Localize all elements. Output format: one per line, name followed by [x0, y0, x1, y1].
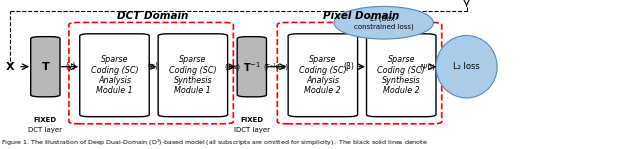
Text: Sparse
Coding (SC)
Synthesis
Module 2: Sparse Coding (SC) Synthesis Module 2: [378, 55, 425, 95]
Text: DCT Domain: DCT Domain: [116, 11, 188, 21]
Text: L₃ (Box-
constrained loss): L₃ (Box- constrained loss): [354, 16, 413, 30]
Text: Sparse
Coding (SC)
Synthesis
Module 1: Sparse Coding (SC) Synthesis Module 1: [169, 55, 217, 95]
Text: DCT layer: DCT layer: [28, 127, 62, 133]
Text: FIXED: FIXED: [34, 118, 57, 124]
Ellipse shape: [436, 35, 497, 98]
Text: (β): (β): [343, 62, 354, 71]
Text: (Φα): (Φα): [224, 63, 240, 70]
FancyBboxPatch shape: [80, 34, 149, 117]
Text: Sparse
Coding (SC)
Analysis
Module 2: Sparse Coding (SC) Analysis Module 2: [299, 55, 347, 95]
Text: T: T: [42, 62, 49, 72]
Text: Pixel Domain: Pixel Domain: [323, 11, 399, 21]
FancyBboxPatch shape: [237, 37, 266, 97]
Text: (α): (α): [148, 62, 159, 71]
FancyBboxPatch shape: [31, 37, 60, 97]
Ellipse shape: [334, 6, 433, 39]
Text: T$^{-1}$: T$^{-1}$: [243, 60, 261, 74]
FancyBboxPatch shape: [288, 34, 358, 117]
Text: FIXED: FIXED: [240, 118, 264, 124]
Text: (T⁻¹Φα): (T⁻¹Φα): [263, 63, 288, 70]
Text: Sparse
Coding (SC)
Analysis
Module 1: Sparse Coding (SC) Analysis Module 1: [91, 55, 138, 95]
Text: (Ψβ): (Ψβ): [419, 63, 435, 70]
Text: X: X: [5, 62, 14, 72]
FancyBboxPatch shape: [367, 34, 436, 117]
Text: Figure 1. The illustration of Deep Dual-Domain (D$^3$)-based model (all subscrip: Figure 1. The illustration of Deep Dual-…: [1, 137, 428, 148]
Text: (y): (y): [65, 62, 76, 71]
Text: IDCT layer: IDCT layer: [234, 127, 270, 133]
FancyBboxPatch shape: [158, 34, 228, 117]
Text: L₂ loss: L₂ loss: [453, 62, 480, 71]
